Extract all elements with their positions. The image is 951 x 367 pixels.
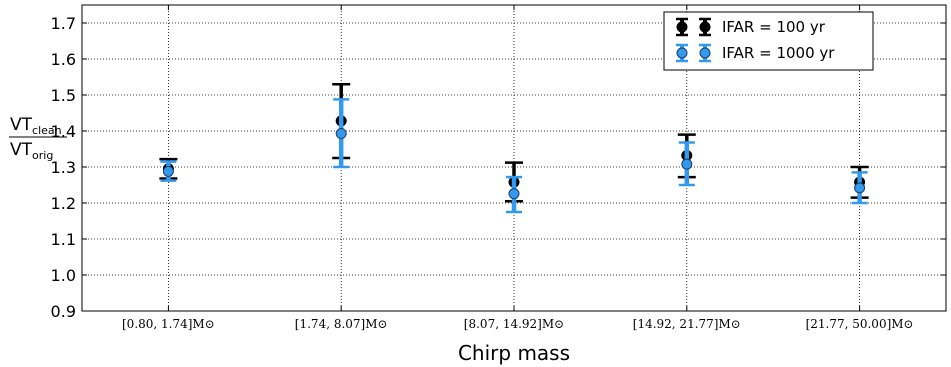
y-tick-label: 1.4 <box>51 122 76 141</box>
legend: IFAR = 100 yr IFAR = 1000 yr <box>663 11 874 71</box>
y-axis-title-denominator-sub: orig <box>32 149 53 162</box>
y-tick-label: 0.9 <box>51 302 76 321</box>
y-tick-label: 1.0 <box>51 266 76 285</box>
data-point-group <box>506 175 522 214</box>
y-axis-title-numerator: VT <box>10 115 33 135</box>
y-tick-label: 1.6 <box>51 50 76 69</box>
y-tick-label: 1.1 <box>51 230 76 249</box>
svg-text:VTclean: VTclean <box>10 115 62 137</box>
data-point <box>508 188 520 200</box>
data-point <box>681 158 693 170</box>
y-tick-label: 1.3 <box>51 158 76 177</box>
x-tick-label: [1.74, 8.07]M⊙ <box>295 317 388 331</box>
legend-label: IFAR = 100 yr <box>722 18 826 36</box>
data-point <box>162 165 174 177</box>
svg-text:VTorig: VTorig <box>10 140 53 162</box>
y-axis-title-numerator-sub: clean <box>32 124 62 137</box>
data-point-group <box>678 141 695 187</box>
y-axis: 0.9 1.0 1.1 1.2 1.3 1.4 1.5 1.6 1.7 <box>51 14 946 321</box>
data-marks <box>159 82 869 214</box>
data-point-group <box>333 98 350 169</box>
data-point <box>854 182 866 194</box>
x-tick-label: [14.92, 21.77]M⊙ <box>633 317 741 331</box>
x-axis-title: Chirp mass <box>458 341 570 365</box>
legend-entry: IFAR = 1000 yr <box>676 43 835 63</box>
x-axis: [0.80, 1.74]M⊙ [1.74, 8.07]M⊙ [8.07, 14.92… <box>122 5 914 331</box>
legend-marker <box>699 47 711 59</box>
y-tick-label: 1.7 <box>51 14 76 33</box>
y-tick-label: 1.2 <box>51 194 76 213</box>
data-point <box>335 128 347 140</box>
x-tick-label: [21.77, 50.00]M⊙ <box>806 317 914 331</box>
y-axis-title: VTclean VTorig <box>9 115 67 162</box>
y-tick-label: 1.5 <box>51 86 76 105</box>
legend-box <box>663 11 874 71</box>
y-axis-title-denominator: VT <box>10 140 33 160</box>
legend-marker <box>676 21 688 33</box>
legend-marker <box>676 47 688 59</box>
legend-entry: IFAR = 100 yr <box>676 17 826 37</box>
data-point-group <box>160 160 177 182</box>
legend-label: IFAR = 1000 yr <box>722 44 835 62</box>
data-point-group <box>851 171 868 205</box>
legend-marker <box>699 21 711 33</box>
x-tick-label: [8.07, 14.92]M⊙ <box>464 317 564 331</box>
x-tick-label: [0.80, 1.74]M⊙ <box>122 317 215 331</box>
